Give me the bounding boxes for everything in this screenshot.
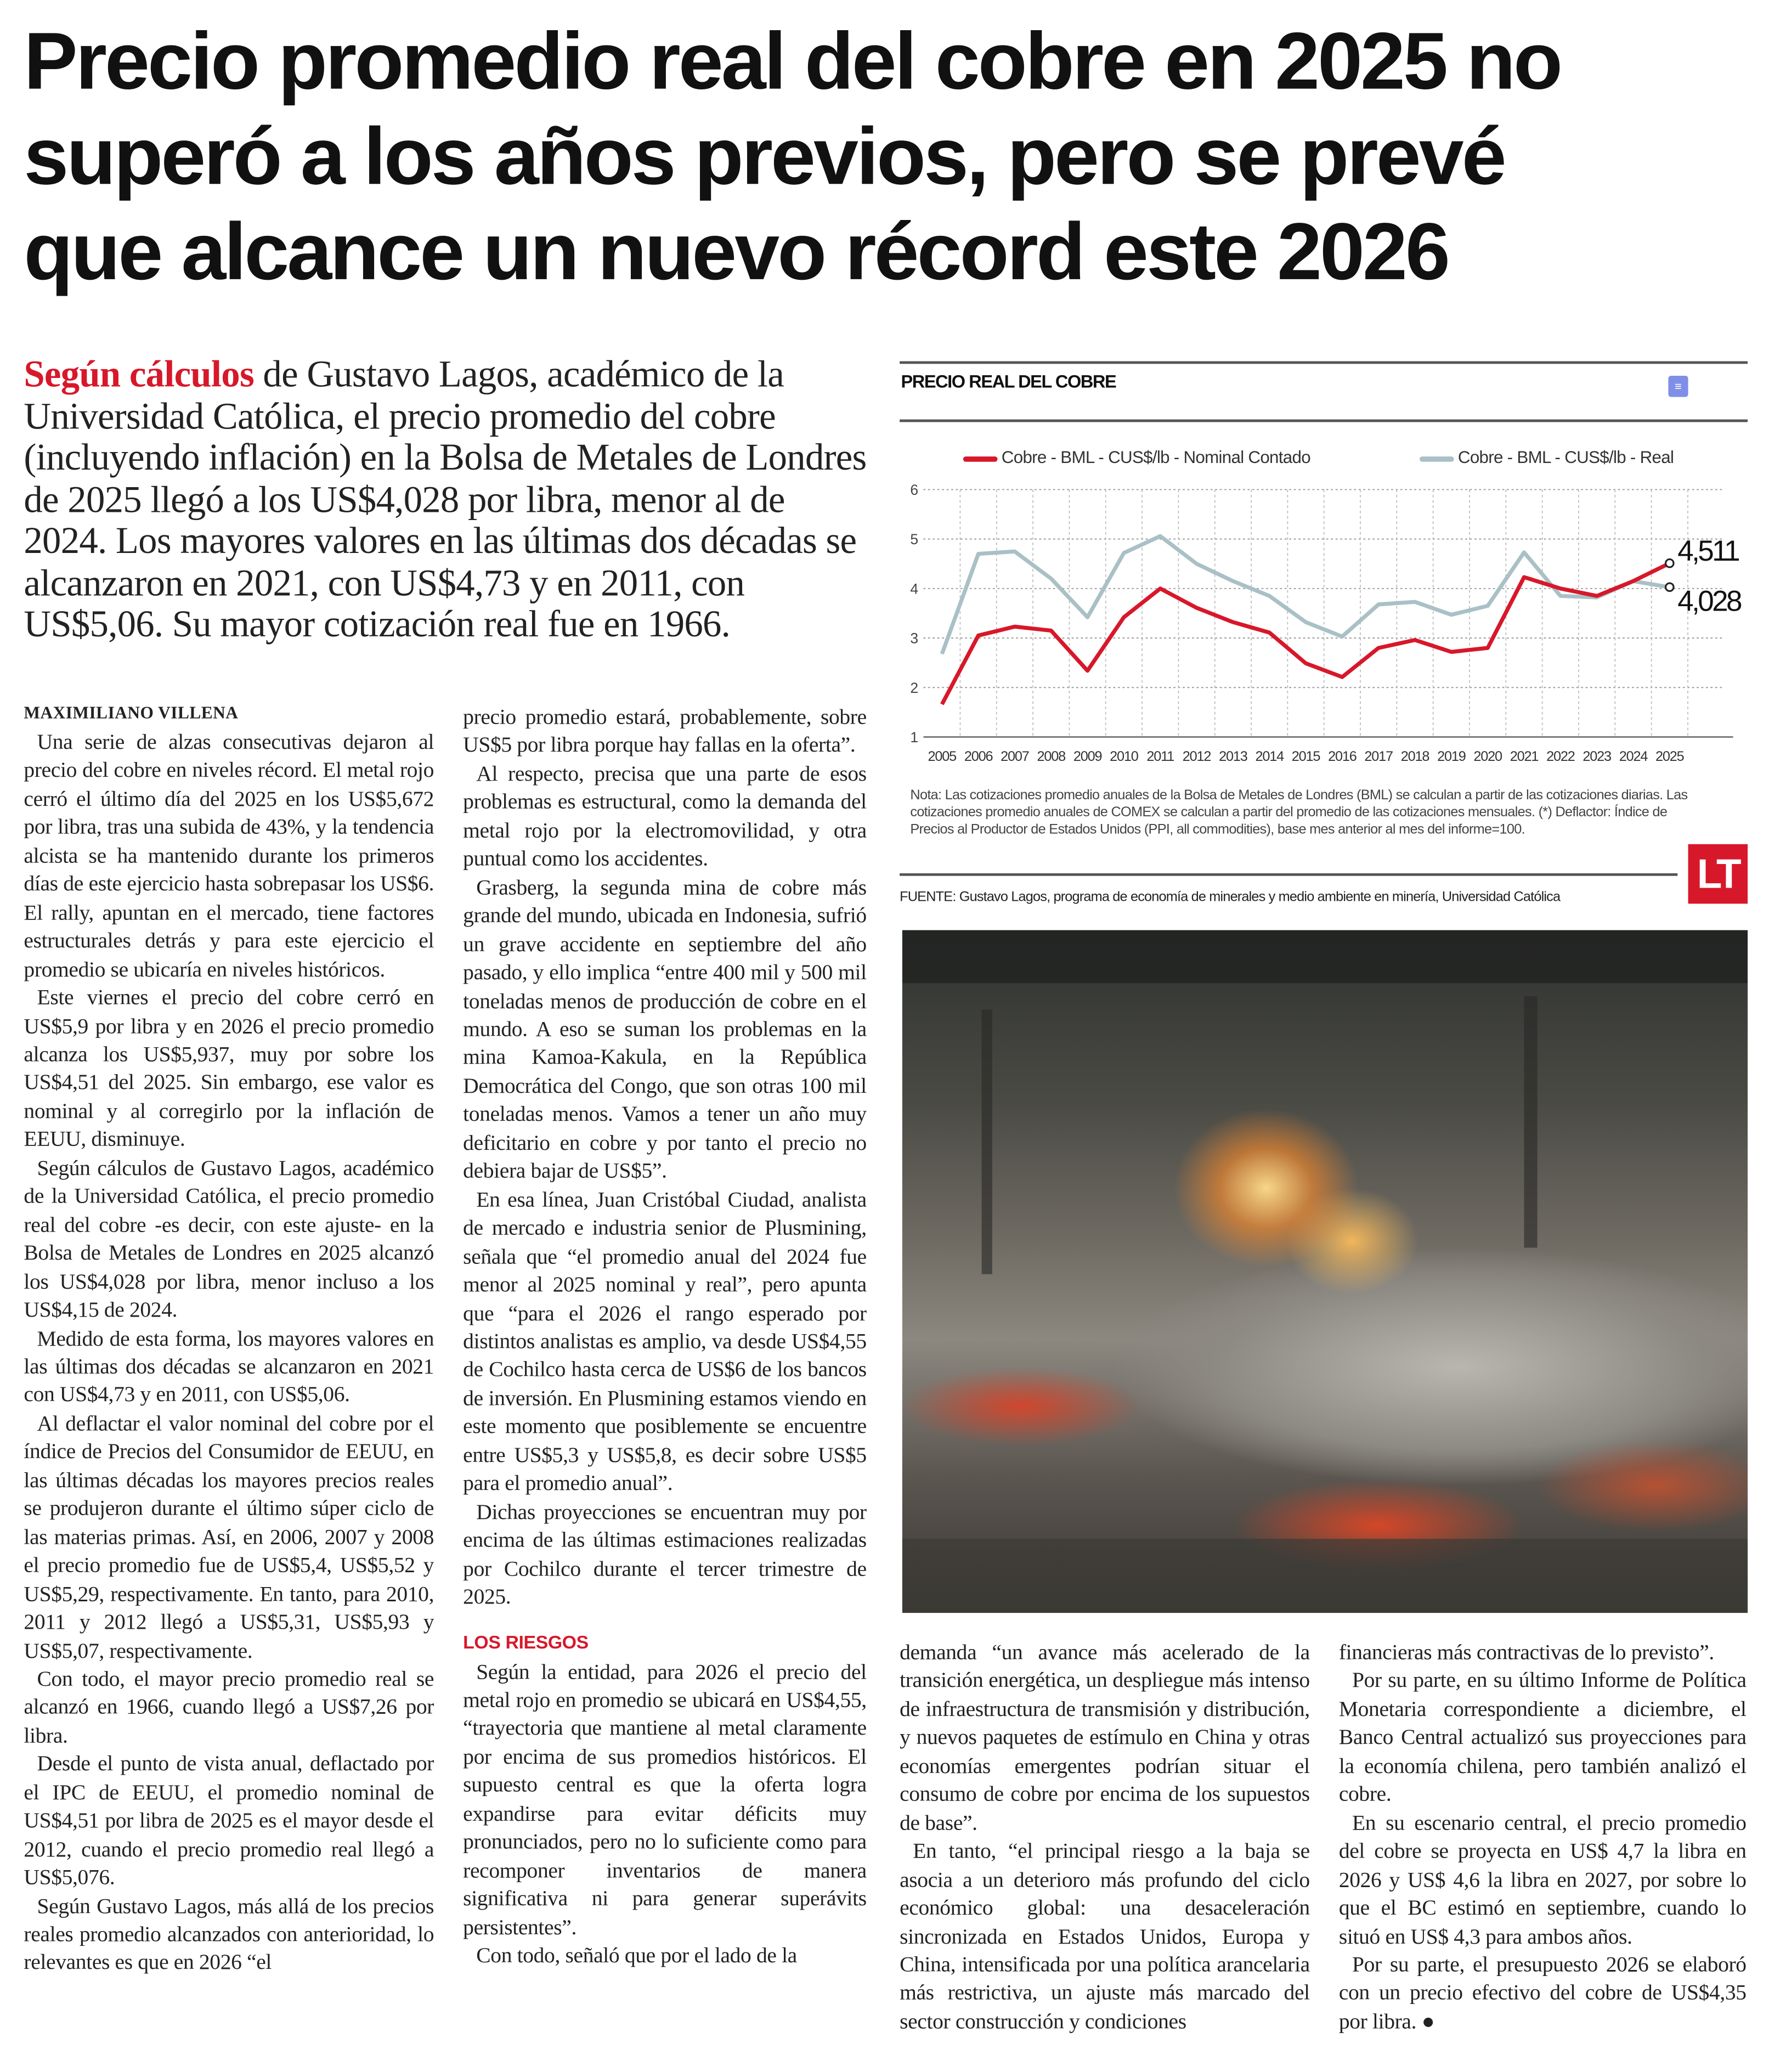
lt-logo: LT <box>1688 844 1748 904</box>
paragraph: Dichas proyecciones se encuentran muy po… <box>463 1498 867 1609</box>
x-tick-label: 2005 <box>928 749 957 764</box>
paragraph: Al deflactar el valor nominal del cobre … <box>24 1410 434 1663</box>
photo-detail <box>902 930 1748 984</box>
paragraph: Según Gustavo Lagos, más allá de los pre… <box>24 1893 434 1975</box>
paragraph: Según la entidad, para 2026 el precio de… <box>463 1658 867 1939</box>
lead-paragraph: Según cálculos de Gustavo Lagos, académi… <box>24 354 871 646</box>
paragraph: En su escenario central, el precio prome… <box>1338 1809 1747 1949</box>
headline-line: superó a los años previos, pero se prevé <box>24 111 1506 201</box>
paragraph: Por su parte, en su último Informe de Po… <box>1338 1668 1747 1806</box>
article-column-3: demanda “un avance más acelerado de la t… <box>900 1638 1310 2035</box>
paragraph: Según cálculos de Gustavo Lagos, académi… <box>24 1155 434 1322</box>
x-tick-label: 2019 <box>1437 749 1466 764</box>
paragraph: Con todo, el mayor precio promedio real … <box>24 1665 434 1748</box>
paragraph: Desde el punto de vista anual, deflactad… <box>24 1751 434 1890</box>
x-tick-label: 2025 <box>1655 749 1685 764</box>
article-column-2: precio promedio estará, probablemente, s… <box>463 703 867 2039</box>
menu-lines-icon[interactable]: ≡ <box>1668 375 1688 397</box>
end-value-label: 4,028 <box>1677 585 1742 618</box>
x-tick-label: 2013 <box>1219 749 1247 764</box>
photo-detail <box>1524 996 1538 1248</box>
paragraph: demanda “un avance más acelerado de la t… <box>900 1639 1310 1835</box>
end-value-label: 4,511 <box>1677 535 1739 567</box>
y-tick-label: 2 <box>910 680 918 696</box>
legend-swatch <box>1419 456 1454 461</box>
chart-plot: 1 2 3 4 5 6 2005 2006 2007 2008 2009 2010 2011 2012 20… <box>910 482 1743 764</box>
article-column-4: financieras más contractivas de lo previ… <box>1339 1638 1747 2035</box>
article-column-1: MAXIMILIANO VILLENA Una serie de alzas c… <box>24 701 434 2037</box>
y-tick-label: 3 <box>910 630 918 647</box>
paragraph: Al respecto, precisa que una parte de es… <box>463 760 867 871</box>
lead-text: de Gustavo Lagos, académico de la Univer… <box>24 354 867 646</box>
legend-item-real: Cobre - BML - CUS$/lb - Real <box>1419 447 1674 467</box>
x-tick-label: 2018 <box>1401 749 1429 764</box>
legend-swatch <box>963 456 998 461</box>
x-tick-label: 2012 <box>1183 749 1211 764</box>
paragraph: En esa línea, Juan Cristóbal Ciudad, ana… <box>463 1186 867 1496</box>
headline: Precio promedio real del cobre en 2025 n… <box>24 13 1770 299</box>
x-tick-label: 2014 <box>1255 749 1284 764</box>
smelter-photo <box>902 930 1748 1613</box>
chart-note: Nota: Las cotizaciones promedio anuales … <box>910 787 1688 838</box>
divider <box>900 419 1748 422</box>
x-tick-label: 2007 <box>1001 749 1029 764</box>
paragraph: Grasberg, la segunda mina de cobre más g… <box>463 874 867 1183</box>
end-point-marker <box>1665 558 1675 568</box>
series-line <box>940 561 1671 705</box>
x-tick-label: 2008 <box>1037 749 1066 764</box>
paragraph-text: Por su parte, el presupuesto 2026 se ela… <box>1338 1951 1747 2034</box>
legend-item-nominal: Cobre - BML - CUS$/lb - Nominal Contado <box>963 447 1311 467</box>
paragraph: Una serie de alzas consecutivas dejaron … <box>24 729 434 981</box>
headline-line: que alcance un nuevo récord este 2026 <box>24 206 1450 297</box>
divider <box>900 361 1748 364</box>
x-tick-label: 2023 <box>1582 749 1611 764</box>
photo-detail <box>902 1539 1748 1613</box>
y-tick-label: 6 <box>910 482 918 498</box>
end-mark-icon: ● <box>1421 2008 1435 2034</box>
paragraph: Por su parte, el presupuesto 2026 se ela… <box>1339 1950 1747 2035</box>
paragraph: financieras más contractivas de lo previ… <box>1338 1639 1714 1665</box>
x-tick-label: 2010 <box>1110 749 1139 764</box>
x-tick-label: 2020 <box>1473 749 1502 764</box>
chart-source: FUENTE: Gustavo Lagos, programa de econo… <box>900 889 1561 905</box>
lead-highlight: Según cálculos <box>24 354 254 396</box>
x-tick-label: 2016 <box>1328 749 1357 764</box>
paragraph: precio promedio estará, probablemente, s… <box>463 704 867 758</box>
plot-area: 1 2 3 4 5 6 2005 2006 2007 2008 2009 2010 2011 2012 20… <box>910 482 1743 764</box>
photo-detail <box>981 1009 992 1274</box>
byline: MAXIMILIANO VILLENA <box>24 702 239 722</box>
x-tick-label: 2021 <box>1510 749 1539 764</box>
paragraph: Medido de esta forma, los mayores valore… <box>24 1325 434 1407</box>
x-tick-label: 2017 <box>1364 749 1393 764</box>
legend-label: Cobre - BML - CUS$/lb - Real <box>1457 447 1674 467</box>
chart-title: PRECIO REAL DEL COBRE <box>901 371 1117 392</box>
x-tick-label: 2022 <box>1546 749 1575 764</box>
y-tick-label: 1 <box>910 729 918 746</box>
headline-line: Precio promedio real del cobre en 2025 n… <box>24 15 1563 106</box>
paragraph: Con todo, señaló que por el lado de la <box>476 1942 797 1968</box>
paragraph: En tanto, “el principal riesgo a la baja… <box>900 1838 1310 2034</box>
y-tick-label: 5 <box>910 531 918 547</box>
series-line <box>940 534 1670 655</box>
paragraph: Este viernes el precio del cobre cerró e… <box>24 984 434 1152</box>
x-tick-label: 2024 <box>1619 749 1648 764</box>
legend-label: Cobre - BML - CUS$/lb - Nominal Contado <box>1001 447 1311 467</box>
section-subhead: LOS RIESGOS <box>463 1630 589 1652</box>
x-tick-label: 2015 <box>1292 749 1321 764</box>
x-tick-label: 2011 <box>1146 749 1174 764</box>
y-tick-label: 4 <box>910 580 918 597</box>
x-tick-label: 2009 <box>1073 749 1102 764</box>
end-point-marker <box>1665 582 1675 592</box>
divider <box>900 873 1678 876</box>
copper-price-chart: PRECIO REAL DEL COBRE ≡ Cobre - BML - CU… <box>900 361 1748 910</box>
x-tick-label: 2006 <box>964 749 993 764</box>
